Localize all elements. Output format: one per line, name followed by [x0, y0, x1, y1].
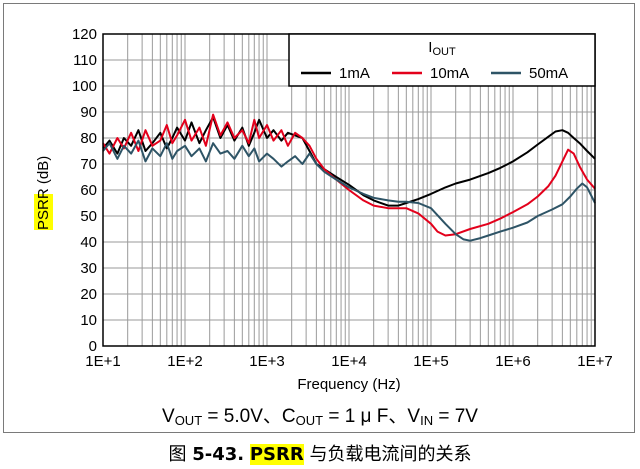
legend-box — [288, 33, 596, 87]
y-axis-label-rest: (dB) — [35, 156, 52, 189]
series-line-50ma — [102, 139, 596, 242]
y-tick-label: 40 — [80, 234, 97, 251]
y-tick-labels: 0 10 20 30 40 50 60 70 80 90 100 110 120 — [72, 26, 97, 355]
caption-cout-sub: OUT — [295, 413, 324, 428]
series-line-10ma — [102, 113, 596, 237]
x-tick-label: 1E+5 — [413, 353, 448, 370]
y-tick-label: 120 — [72, 26, 97, 43]
y-axis-label-group: PSRR (dB) — [34, 156, 53, 230]
caption-cout-value: = 1 μ F、V — [323, 406, 421, 427]
y-tick-label: 50 — [80, 208, 97, 225]
x-axis-label: Frequency (Hz) — [297, 376, 400, 393]
y-axis-label-highlighted: PSRR — [35, 188, 52, 230]
figure-number: 5-43. — [192, 444, 245, 465]
figure-title-rest: 与负载电流间的关系 — [303, 444, 472, 465]
y-tick-label: 10 — [80, 312, 97, 329]
x-tick-label: 1E+7 — [577, 353, 612, 370]
x-tick-label: 1E+2 — [167, 353, 202, 370]
series-group — [102, 113, 596, 242]
figure-highlight: PSRR — [249, 444, 304, 465]
series-line-1ma — [102, 116, 596, 207]
y-tick-label: 90 — [80, 104, 97, 121]
y-tick-label: 60 — [80, 182, 97, 199]
y-tick-label: 0 — [89, 338, 97, 355]
x-tick-label: 1E+3 — [249, 353, 284, 370]
y-tick-label: 100 — [72, 78, 97, 95]
y-axis-label: PSRR (dB) — [35, 156, 52, 230]
caption-vout-sub: OUT — [174, 413, 203, 428]
legend-title: IOUT — [428, 39, 456, 58]
figure-frame — [3, 3, 635, 433]
legend-label-1ma: 1mA — [339, 65, 370, 82]
caption-vin-sub: IN — [420, 413, 434, 428]
caption-vout-value: = 5.0V、C — [202, 406, 296, 427]
legend-label-10ma: 10mA — [430, 65, 469, 82]
y-tick-label: 80 — [80, 130, 97, 147]
y-axis-label-highlight — [34, 194, 53, 230]
chart-caption: VOUT = 5.0V、COUT = 1 μ F、VIN = 7V — [0, 401, 640, 428]
figure-title: 图 5-43. PSRR 与负载电流间的关系 — [0, 440, 640, 466]
caption-vin-value: = 7V — [433, 406, 478, 427]
x-tick-label: 1E+6 — [495, 353, 530, 370]
x-tick-labels: 1E+1 1E+2 1E+3 1E+4 1E+5 1E+6 1E+7 — [85, 353, 612, 370]
y-tick-label: 70 — [80, 156, 97, 173]
y-tick-label: 110 — [73, 52, 97, 69]
caption-vout: V — [162, 406, 175, 427]
x-tick-label: 1E+1 — [85, 353, 120, 370]
x-tick-label: 1E+4 — [331, 353, 366, 370]
figure-prefix: 图 — [168, 444, 193, 465]
y-tick-label: 20 — [80, 286, 97, 303]
legend: IOUT 1mA 10mA 50mA — [288, 33, 596, 87]
legend-label-50ma: 50mA — [529, 65, 568, 82]
legend-entries: 1mA 10mA 50mA — [301, 65, 568, 82]
y-tick-label: 30 — [80, 260, 97, 277]
